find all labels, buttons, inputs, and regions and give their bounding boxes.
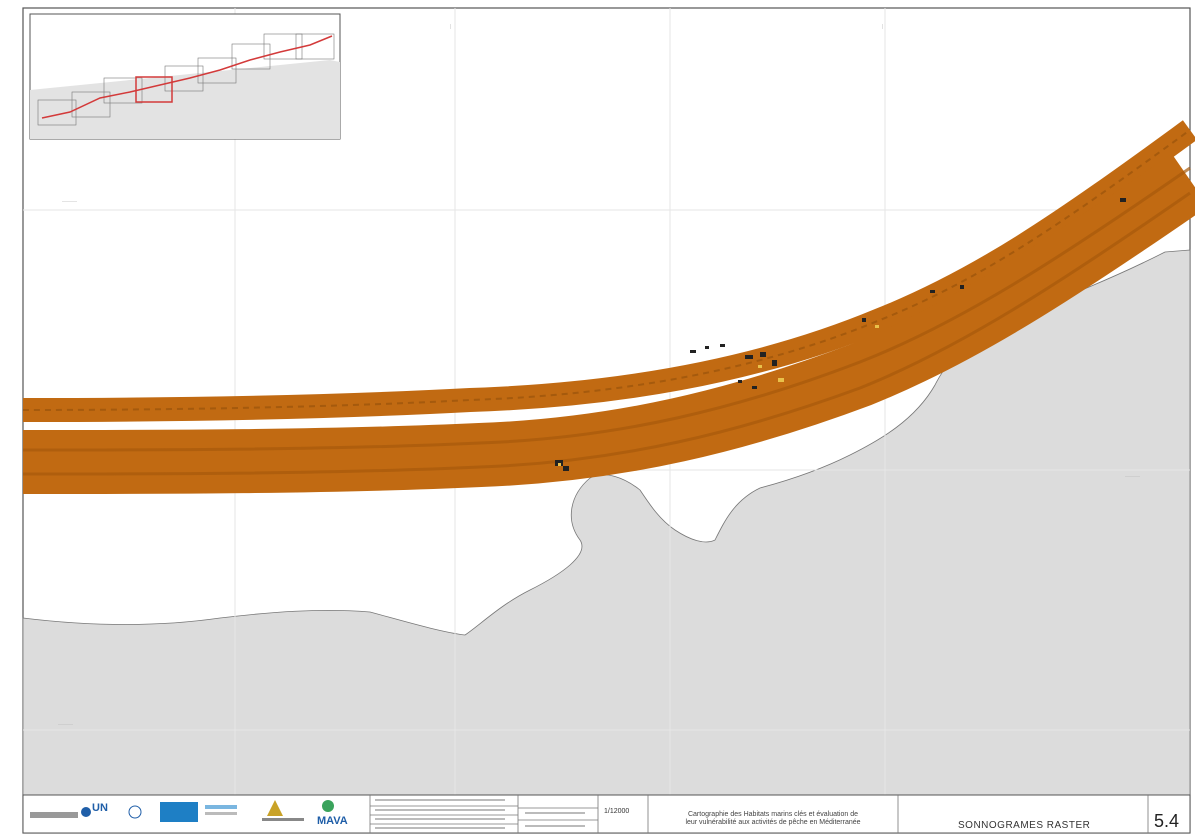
sonar-swath-north xyxy=(22,120,1195,422)
un-environment-logo: UN xyxy=(92,802,108,814)
partner-logos xyxy=(30,800,334,822)
inset-current-sheet xyxy=(135,76,173,103)
project-title-line2: leur vulnérabilité aux activités de pêch… xyxy=(685,818,861,826)
sheet-number: 5.4 xyxy=(1154,811,1180,831)
svg-text:———: ——— xyxy=(62,199,77,205)
svg-text:|: | xyxy=(882,24,883,30)
title-block xyxy=(22,794,1191,834)
svg-text:|: | xyxy=(450,24,451,30)
sonar-highlights xyxy=(558,325,879,466)
scale-value: 1/12000 xyxy=(604,808,630,815)
sonar-swath-south-stripe-a xyxy=(22,166,1191,452)
sonar-swaths xyxy=(22,120,1195,494)
grid-labels: ——— ——— ——— | | xyxy=(58,24,1140,728)
sonar-swath-south-stripe-b xyxy=(22,191,1191,476)
plate-title: SONNOGRAMES RASTER xyxy=(958,820,1091,831)
mava-logo: MAVA xyxy=(317,815,348,827)
svg-text:———: ——— xyxy=(58,722,73,728)
svg-text:———: ——— xyxy=(1125,474,1140,480)
inset-track-line xyxy=(41,35,333,119)
project-title-line1: Cartographie des Habitats marins clés et… xyxy=(687,811,859,818)
project-title: Cartographie des Habitats marins clés et… xyxy=(652,811,894,826)
land-area xyxy=(22,249,1191,796)
sonar-swath-south xyxy=(22,153,1195,494)
inset-map xyxy=(29,13,341,140)
